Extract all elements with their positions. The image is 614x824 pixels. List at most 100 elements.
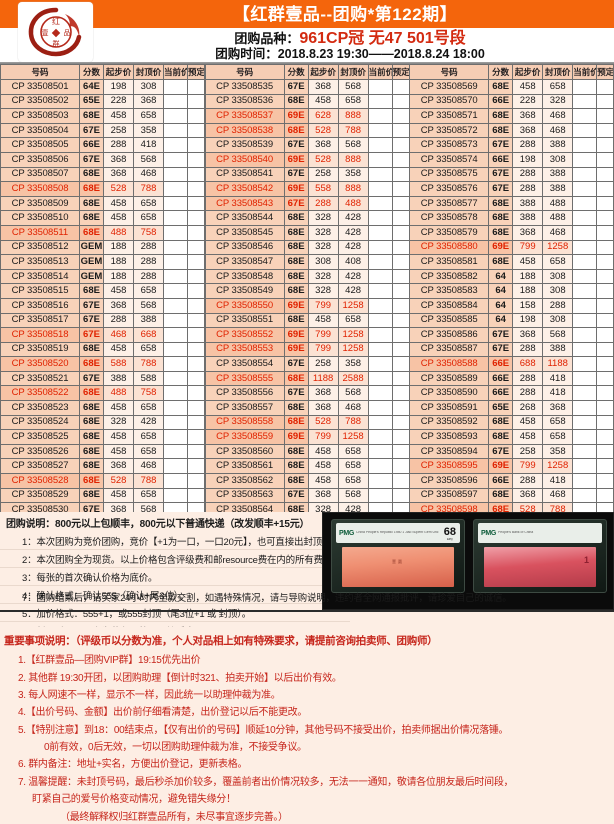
cell-当前价[interactable] — [572, 370, 598, 387]
cell-当前价[interactable] — [572, 210, 598, 226]
table-row[interactable]: CP 33508588 66E 688 1188 — [409, 356, 614, 372]
cell-预定者[interactable] — [187, 370, 205, 387]
cell-预定者[interactable] — [187, 414, 205, 431]
cell-预定者[interactable] — [596, 283, 614, 299]
cell-当前价[interactable] — [572, 239, 598, 256]
cell-预定者[interactable] — [391, 151, 410, 168]
cell-预定者[interactable] — [391, 108, 410, 124]
cell-当前价[interactable] — [367, 297, 393, 314]
cell-当前价[interactable] — [367, 224, 393, 241]
cell-当前价[interactable] — [367, 312, 393, 329]
table-row[interactable]: CP 33508524 68E 328 428 — [0, 414, 205, 431]
table-row[interactable]: CP 33508558 68E 528 788 — [204, 414, 410, 431]
cell-当前价[interactable] — [163, 224, 188, 241]
cell-当前价[interactable] — [163, 210, 188, 226]
cell-当前价[interactable] — [367, 79, 393, 95]
cell-预定者[interactable] — [187, 429, 205, 445]
table-row[interactable]: CP 33508509 68E 458 658 — [0, 195, 205, 212]
cell-当前价[interactable] — [572, 283, 598, 299]
cell-当前价[interactable] — [163, 370, 188, 387]
cell-当前价[interactable] — [367, 327, 393, 343]
cell-预定者[interactable] — [391, 122, 410, 139]
table-row[interactable]: CP 33508541 67E 258 358 — [204, 166, 410, 183]
cell-当前价[interactable] — [163, 137, 188, 153]
cell-预定者[interactable] — [596, 473, 614, 489]
table-row[interactable]: CP 33508547 68E 308 408 — [204, 254, 410, 270]
cell-预定者[interactable] — [187, 443, 205, 460]
cell-当前价[interactable] — [572, 254, 598, 270]
cell-当前价[interactable] — [367, 239, 393, 256]
cell-预定者[interactable] — [391, 385, 410, 402]
table-row[interactable]: CP 33508561 68E 458 658 — [204, 458, 410, 475]
cell-预定者[interactable] — [596, 312, 614, 329]
cell-预定者[interactable] — [596, 429, 614, 445]
cell-预定者[interactable] — [187, 195, 205, 212]
cell-预定者[interactable] — [596, 210, 614, 226]
cell-预定者[interactable] — [596, 297, 614, 314]
cell-当前价[interactable] — [572, 224, 598, 241]
cell-当前价[interactable] — [367, 137, 393, 153]
cell-当前价[interactable] — [367, 108, 393, 124]
table-row[interactable]: CP 33508538 68E 528 788 — [204, 122, 410, 139]
cell-预定者[interactable] — [391, 224, 410, 241]
cell-当前价[interactable] — [572, 487, 598, 504]
cell-预定者[interactable] — [391, 239, 410, 256]
table-row[interactable]: CP 33508523 68E 458 658 — [0, 400, 205, 416]
cell-预定者[interactable] — [187, 283, 205, 299]
cell-预定者[interactable] — [391, 400, 410, 416]
cell-预定者[interactable] — [596, 487, 614, 504]
table-row[interactable]: CP 33508571 68E 368 468 — [409, 108, 614, 124]
cell-当前价[interactable] — [367, 195, 393, 212]
table-row[interactable]: CP 33508521 67E 388 588 — [0, 370, 205, 387]
cell-预定者[interactable] — [187, 297, 205, 314]
table-row[interactable]: CP 33508507 68E 368 468 — [0, 166, 205, 183]
table-row[interactable]: CP 33508535 67E 368 568 — [204, 79, 410, 95]
cell-当前价[interactable] — [163, 356, 188, 372]
table-row[interactable]: CP 33508586 67E 368 568 — [409, 327, 614, 343]
cell-预定者[interactable] — [391, 181, 410, 197]
cell-预定者[interactable] — [596, 414, 614, 431]
cell-当前价[interactable] — [572, 473, 598, 489]
table-row[interactable]: CP 33508504 67E 258 358 — [0, 122, 205, 139]
cell-当前价[interactable] — [163, 108, 188, 124]
cell-预定者[interactable] — [187, 181, 205, 197]
cell-当前价[interactable] — [367, 458, 393, 475]
cell-当前价[interactable] — [572, 458, 598, 475]
cell-当前价[interactable] — [572, 327, 598, 343]
table-row[interactable]: CP 33508549 68E 328 428 — [204, 283, 410, 299]
table-row[interactable]: CP 33508550 69E 799 1258 — [204, 297, 410, 314]
cell-当前价[interactable] — [367, 487, 393, 504]
table-row[interactable]: CP 33508540 69E 528 888 — [204, 151, 410, 168]
cell-预定者[interactable] — [187, 341, 205, 358]
table-row[interactable]: CP 33508542 69E 558 888 — [204, 181, 410, 197]
table-row[interactable]: CP 33508505 66E 288 418 — [0, 137, 205, 153]
table-row[interactable]: CP 33508510 68E 458 658 — [0, 210, 205, 226]
cell-预定者[interactable] — [596, 443, 614, 460]
cell-预定者[interactable] — [391, 268, 410, 285]
cell-预定者[interactable] — [391, 79, 410, 95]
cell-当前价[interactable] — [572, 312, 598, 329]
cell-预定者[interactable] — [596, 93, 614, 110]
cell-当前价[interactable] — [163, 166, 188, 183]
cell-预定者[interactable] — [596, 370, 614, 387]
table-row[interactable]: CP 33508555 68E 1188 2588 — [204, 370, 410, 387]
cell-当前价[interactable] — [572, 151, 598, 168]
cell-预定者[interactable] — [187, 400, 205, 416]
cell-预定者[interactable] — [596, 79, 614, 95]
cell-预定者[interactable] — [187, 487, 205, 504]
cell-当前价[interactable] — [367, 210, 393, 226]
cell-当前价[interactable] — [572, 400, 598, 416]
table-row[interactable]: CP 33508515 68E 458 658 — [0, 283, 205, 299]
cell-预定者[interactable] — [187, 151, 205, 168]
cell-预定者[interactable] — [596, 341, 614, 358]
cell-当前价[interactable] — [572, 268, 598, 285]
cell-预定者[interactable] — [391, 443, 410, 460]
cell-当前价[interactable] — [367, 429, 393, 445]
cell-当前价[interactable] — [572, 93, 598, 110]
cell-当前价[interactable] — [163, 400, 188, 416]
cell-当前价[interactable] — [572, 195, 598, 212]
table-row[interactable]: CP 33508518 67E 468 668 — [0, 327, 205, 343]
cell-预定者[interactable] — [391, 195, 410, 212]
cell-当前价[interactable] — [163, 151, 188, 168]
table-row[interactable]: CP 33508527 68E 368 468 — [0, 458, 205, 475]
